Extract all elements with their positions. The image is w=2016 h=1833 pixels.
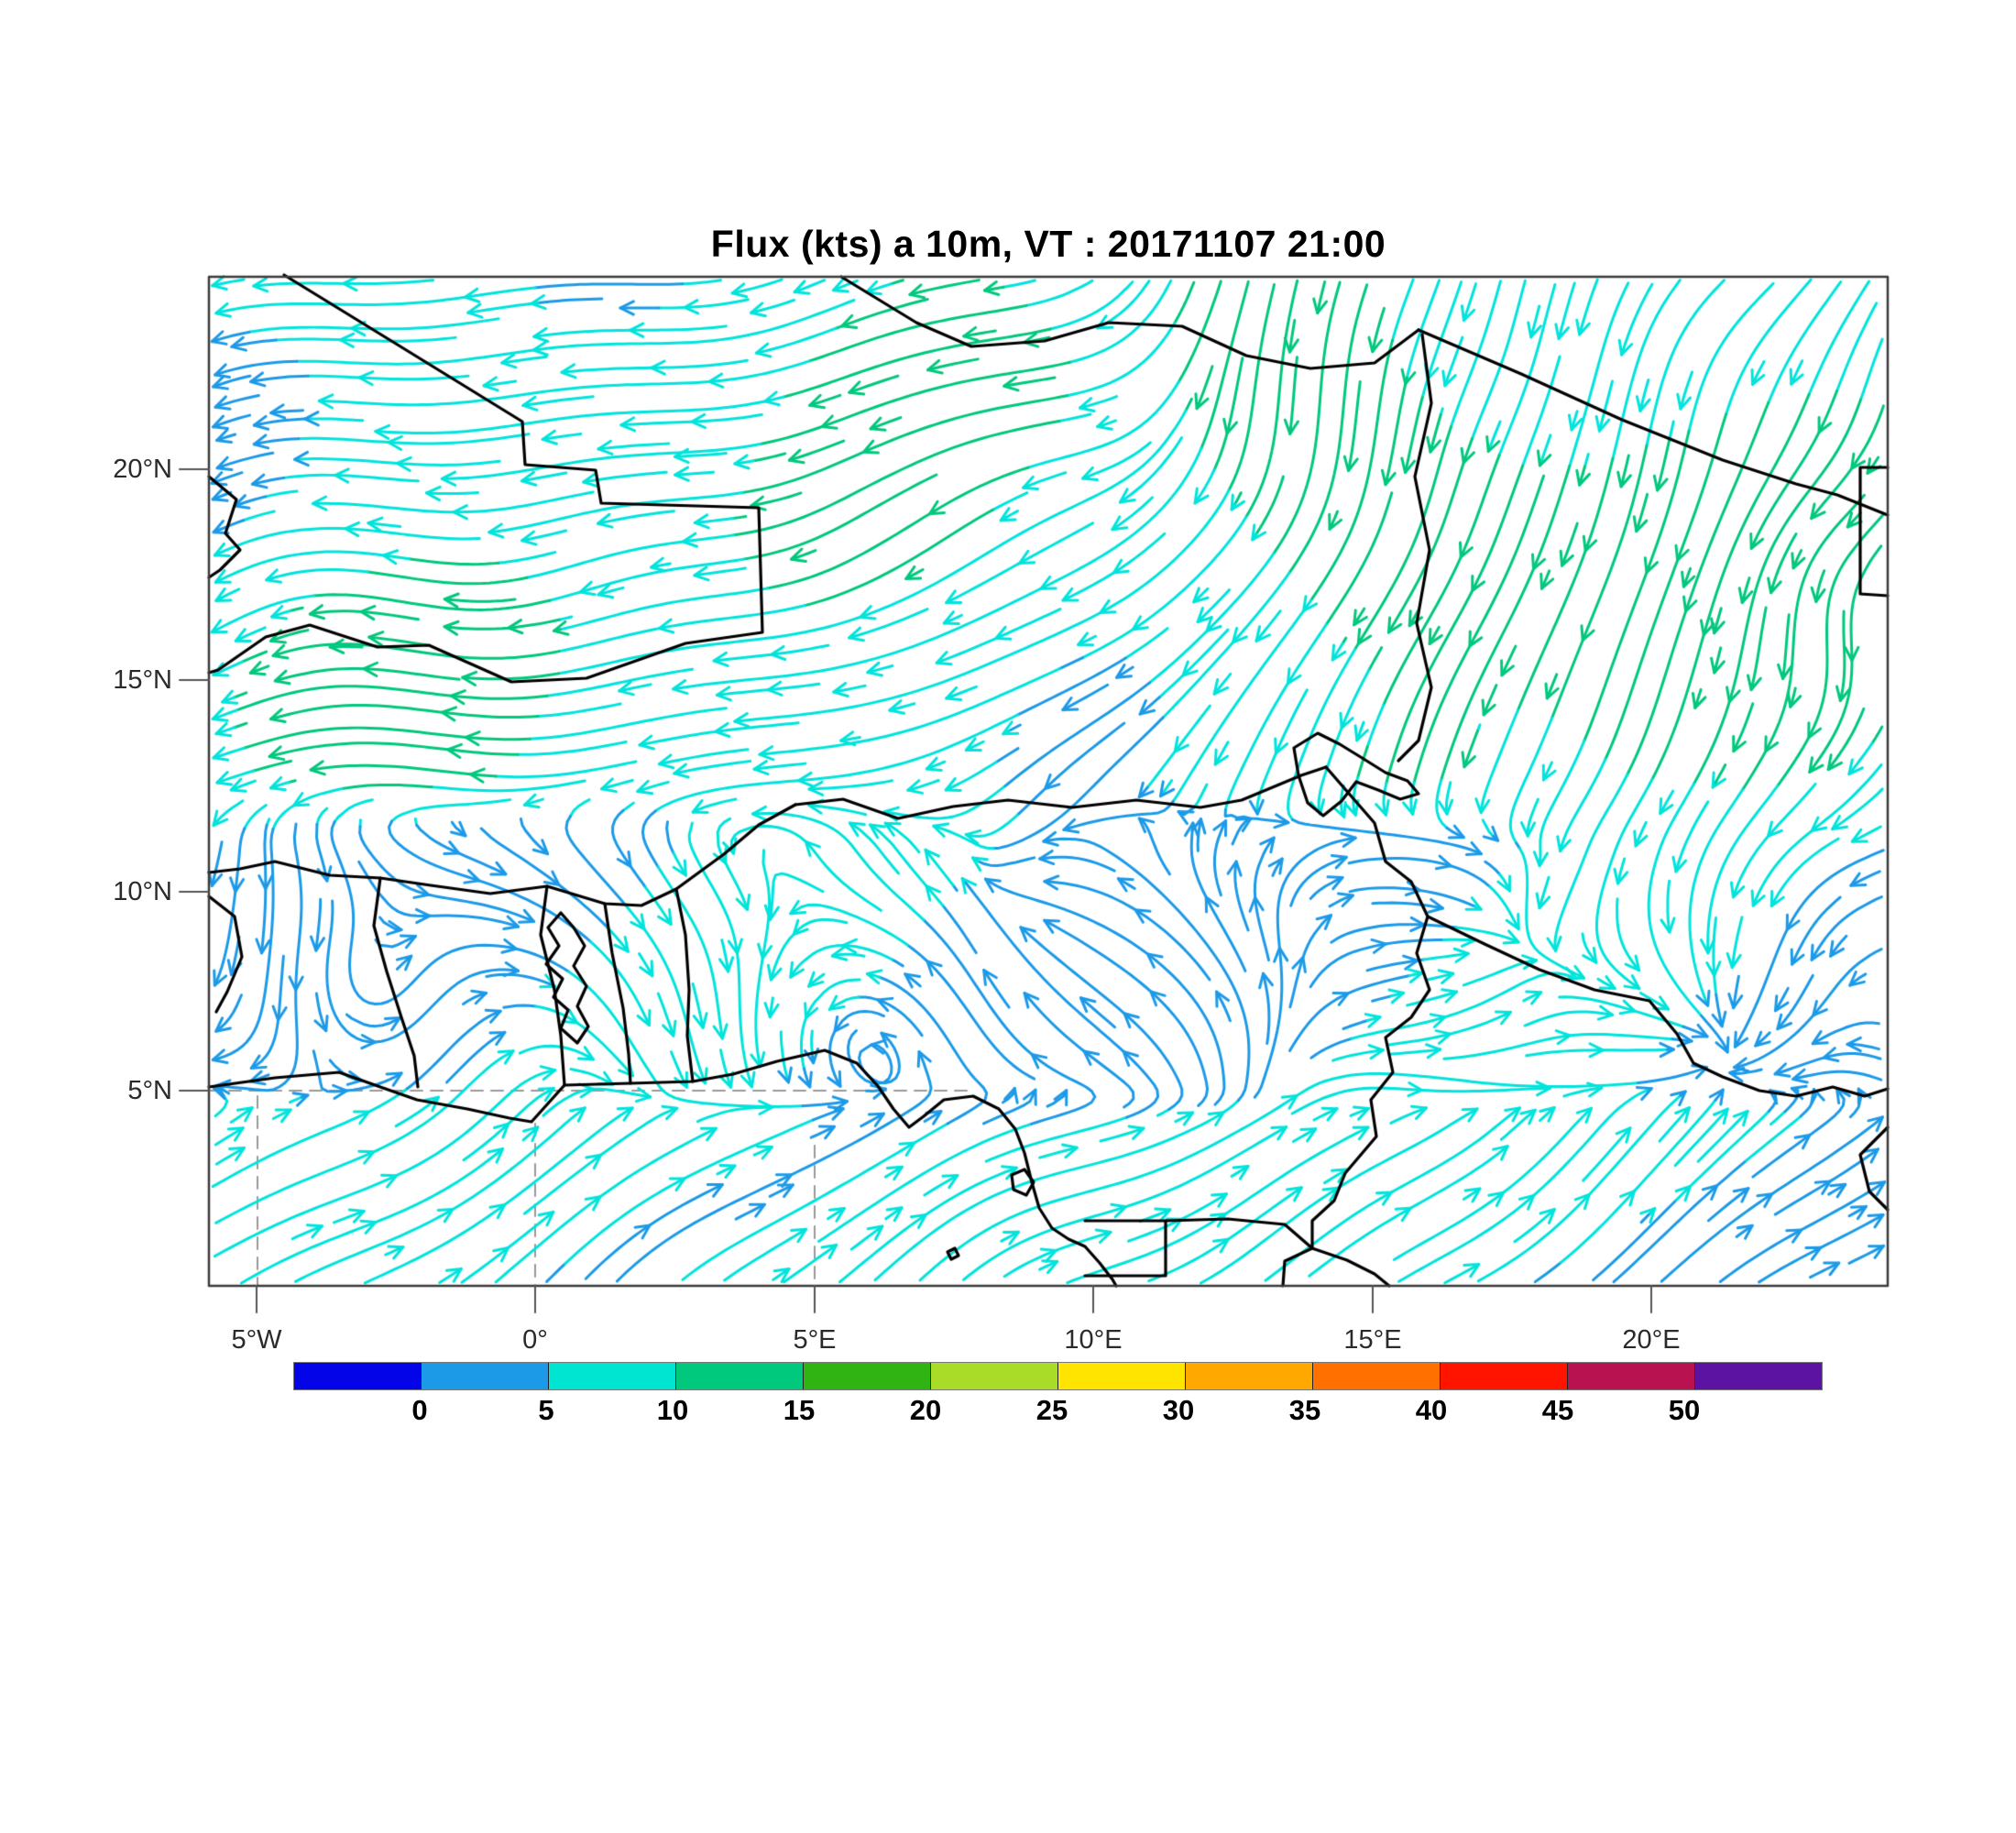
colorbar-tick-label: 40: [1415, 1394, 1448, 1426]
x-tick-label: 5°E: [793, 1325, 837, 1355]
x-tick-label: 0°: [522, 1325, 548, 1355]
colorbar-tick-label: 30: [1162, 1394, 1195, 1426]
colorbar-segment: [931, 1363, 1058, 1389]
x-tick-label: 10°E: [1064, 1325, 1123, 1355]
colorbar-tick-label: 20: [909, 1394, 942, 1426]
x-tick-label: 5°W: [231, 1325, 282, 1355]
colorbar-segment: [804, 1363, 931, 1389]
chart-title: Flux (kts) a 10m, VT : 20171107 21:00: [710, 223, 1386, 265]
colorbar-segment: [1441, 1363, 1568, 1389]
colorbar-tick-label: 15: [783, 1394, 816, 1426]
colorbar-segment: [1695, 1363, 1822, 1389]
colorbar-tick-label: 5: [538, 1394, 554, 1426]
y-tick-label: 15°N: [113, 665, 172, 695]
colorbar-tick-label: 45: [1541, 1394, 1574, 1426]
x-tick-label: 20°E: [1622, 1325, 1681, 1355]
y-tick-label: 5°N: [127, 1076, 172, 1105]
colorbar-segment: [1186, 1363, 1313, 1389]
colorbar-segment: [294, 1363, 422, 1389]
colorbar-segment: [676, 1363, 804, 1389]
colorbar-segment: [422, 1363, 549, 1389]
colorbar-tick-label: 35: [1288, 1394, 1321, 1426]
colorbar-tick-label: 50: [1668, 1394, 1701, 1426]
colorbar-tick-label: 0: [411, 1394, 428, 1426]
colorbar-segment: [1058, 1363, 1186, 1389]
colorbar-tick-label: 10: [656, 1394, 689, 1426]
x-tick-label: 15°E: [1343, 1325, 1402, 1355]
colorbar-segment: [1568, 1363, 1695, 1389]
colorbar-tick-label: 25: [1035, 1394, 1068, 1426]
colorbar: [293, 1362, 1823, 1390]
colorbar-segment: [549, 1363, 676, 1389]
y-tick-label: 20°N: [113, 455, 172, 484]
colorbar-segment: [1313, 1363, 1441, 1389]
y-tick-label: 10°N: [113, 877, 172, 906]
